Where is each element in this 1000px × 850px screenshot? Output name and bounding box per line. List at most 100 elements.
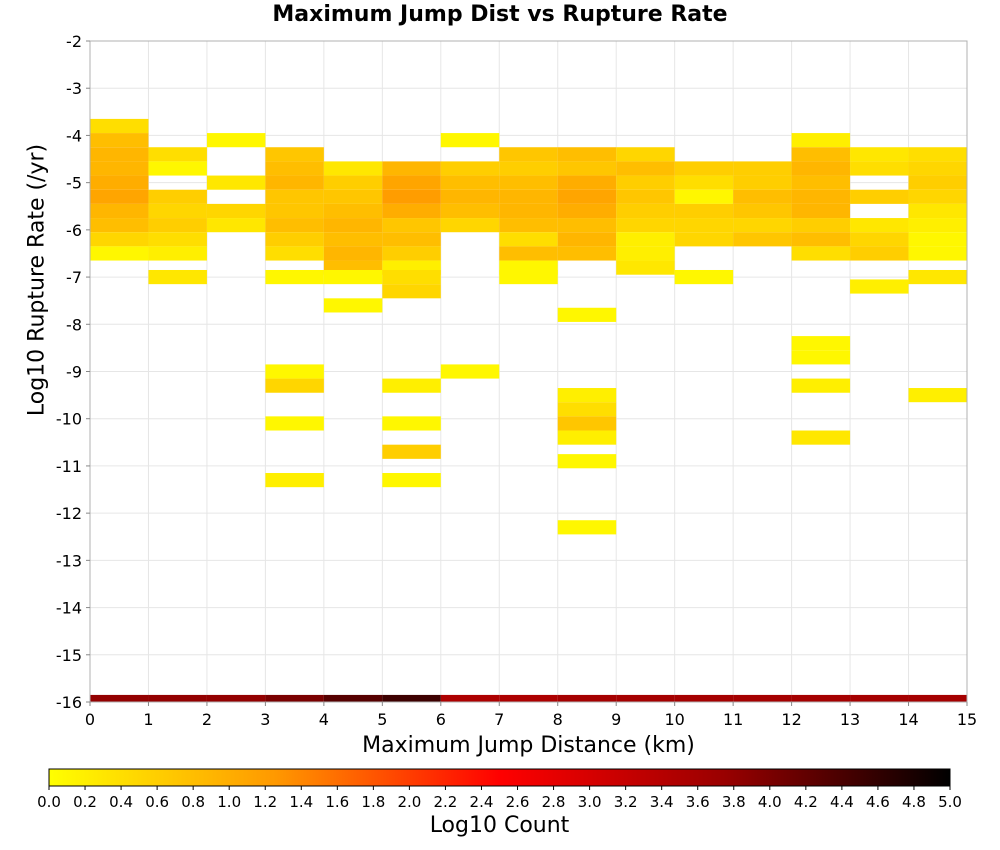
heatmap-cell	[90, 694, 149, 702]
heatmap-cell	[616, 260, 675, 275]
heatmap-cell	[206, 175, 266, 190]
y-tick-label: -15	[56, 646, 82, 665]
heatmap-cell	[616, 246, 675, 261]
colorbar-tick-label: 5.0	[938, 793, 962, 811]
colorbar-tick-label: 4.4	[830, 793, 854, 811]
colorbar-tick-label: 2.4	[470, 793, 494, 811]
heatmap-cell	[382, 232, 441, 247]
heatmap-cell	[674, 175, 734, 190]
heatmap-cell	[90, 147, 149, 162]
heatmap-cell	[382, 473, 441, 488]
heatmap-cell	[791, 175, 851, 190]
heatmap-cell	[265, 416, 324, 431]
x-axis-label: Maximum Jump Distance (km)	[362, 733, 695, 758]
heatmap-cell	[382, 269, 441, 285]
heatmap-cell	[557, 694, 617, 702]
colorbar-label: Log10 Count	[429, 813, 570, 838]
heatmap-cell	[265, 232, 324, 247]
heatmap-cell	[908, 694, 967, 702]
colorbar-tick-label: 0.8	[181, 793, 205, 811]
y-tick-label: -6	[66, 221, 82, 240]
heatmap-cell	[323, 694, 383, 702]
heatmap-cell	[850, 246, 909, 261]
x-tick-label: 15	[957, 710, 977, 729]
heatmap-cell	[382, 218, 441, 233]
heatmap-cell	[850, 161, 909, 176]
heatmap-cell	[557, 402, 617, 417]
heatmap-cell	[382, 161, 441, 176]
heatmap-cell	[90, 218, 149, 233]
heatmap-cell	[908, 203, 967, 219]
colorbar-tick-label: 0.6	[145, 793, 169, 811]
heatmap-cell	[382, 203, 441, 219]
heatmap-cell	[791, 336, 851, 351]
heatmap-cell	[382, 694, 441, 702]
x-tick-label: 9	[611, 710, 621, 729]
heatmap-cell	[323, 218, 383, 233]
heatmap-cell	[265, 364, 324, 379]
y-tick-label: -2	[66, 32, 82, 51]
heatmap-cell	[440, 364, 500, 379]
colorbar-tick-label: 4.6	[866, 793, 890, 811]
heatmap-cell	[265, 161, 324, 176]
heatmap-cell	[382, 444, 441, 459]
heatmap-cell	[557, 416, 617, 431]
heatmap-cell	[265, 189, 324, 204]
heatmap-cell	[908, 189, 967, 204]
heatmap-cell	[206, 203, 266, 219]
heatmap-cell	[616, 147, 675, 162]
heatmap-cell	[323, 175, 383, 190]
heatmap-cell	[440, 161, 500, 176]
x-tick-label: 3	[260, 710, 270, 729]
heatmap-cell	[206, 218, 266, 233]
heatmap-cell	[323, 269, 383, 285]
heatmap-cell	[440, 218, 500, 233]
heatmap-cell	[90, 203, 149, 219]
colorbar-tick-label: 3.2	[614, 793, 638, 811]
heatmap-cell	[674, 203, 734, 219]
heatmap-cell	[499, 269, 558, 285]
heatmap-cell	[616, 232, 675, 247]
y-tick-label: -4	[66, 126, 82, 145]
y-tick-label: -11	[56, 457, 82, 476]
heatmap-cell	[850, 232, 909, 247]
heatmap-cell	[557, 520, 617, 535]
heatmap-cell	[382, 175, 441, 190]
heatmap-cell	[90, 175, 149, 190]
y-tick-label: -3	[66, 79, 82, 98]
heatmap-cell	[557, 388, 617, 403]
colorbar-tick-label: 1.0	[217, 793, 241, 811]
heatmap-cell	[674, 218, 734, 233]
x-tick-label: 12	[781, 710, 801, 729]
y-tick-label: -16	[56, 693, 82, 712]
heatmap-cell	[557, 430, 617, 445]
heatmap-cell	[674, 232, 734, 247]
colorbar-tick-label: 1.8	[361, 793, 385, 811]
colorbar-tick-label: 4.0	[758, 793, 782, 811]
heatmap-cell	[616, 694, 675, 702]
heatmap-cell	[791, 203, 851, 219]
colorbar-tick-label: 1.2	[253, 793, 277, 811]
heatmap-cell	[908, 161, 967, 176]
heatmap-cell	[733, 203, 792, 219]
heatmap-cell	[265, 378, 324, 393]
heatmap-cell	[557, 454, 617, 469]
heatmap-cell	[148, 203, 207, 219]
heatmap-cell	[499, 175, 558, 190]
x-tick-label: 8	[553, 710, 563, 729]
heatmap-cell	[90, 189, 149, 204]
heatmap-cell	[206, 133, 266, 148]
heatmap-cell	[440, 203, 500, 219]
heatmap-cell	[850, 694, 909, 702]
heatmap-cell	[90, 246, 149, 261]
heatmap-cell	[791, 218, 851, 233]
colorbar-tick-label: 2.0	[397, 793, 421, 811]
heatmap-cell	[616, 161, 675, 176]
heatmap-cell	[616, 175, 675, 190]
y-tick-label: -7	[66, 268, 82, 287]
heatmap-cell	[440, 175, 500, 190]
heatmap-cell	[265, 218, 324, 233]
colorbar-tick-label: 3.0	[578, 793, 602, 811]
heatmap-cell	[90, 232, 149, 247]
heatmap-cell	[499, 147, 558, 162]
